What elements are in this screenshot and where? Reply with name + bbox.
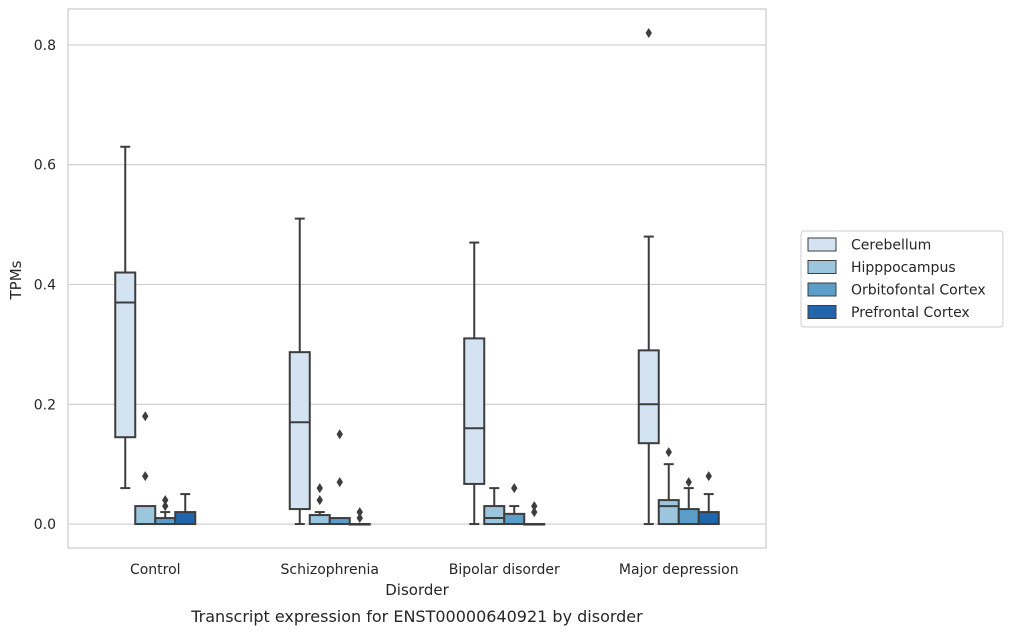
x-tick-label: Major depression	[619, 562, 739, 578]
box-group	[523, 501, 546, 526]
legend-entry-label: Hipppocampus	[851, 260, 956, 276]
legend-swatch	[807, 260, 837, 274]
box	[677, 508, 700, 526]
box-group	[134, 411, 157, 526]
box-group	[348, 507, 371, 526]
outlier-point	[316, 495, 323, 506]
grid-lines	[68, 44, 766, 525]
box-group	[154, 495, 177, 526]
x-tick-labels: Control Schizophrenia Bipolar disorder Majo…	[130, 562, 739, 578]
legend-entry-label: Prefrontal Cortex	[851, 305, 970, 321]
outlier-point	[356, 507, 363, 518]
y-tick-label: 0.2	[34, 397, 56, 413]
legend-swatch	[807, 237, 837, 252]
outlier-point	[356, 513, 363, 524]
outlier-point	[142, 471, 149, 482]
box	[503, 512, 526, 526]
outlier-point	[705, 471, 712, 482]
legend-entry-label: Orbitofontal Cortex	[851, 283, 986, 299]
x-tick-label: Schizophrenia	[281, 562, 379, 578]
box-group	[463, 241, 486, 526]
box-group	[677, 477, 700, 526]
box-group	[308, 483, 331, 526]
box-group	[114, 145, 137, 490]
chart-caption: Transcript expression for ENST0000064092…	[190, 607, 643, 626]
box	[483, 505, 506, 526]
y-axis-label: TPMs	[7, 260, 25, 300]
box	[114, 271, 137, 439]
outlier-point	[531, 507, 538, 518]
outlier-point	[142, 411, 149, 422]
outlier-point	[685, 477, 692, 488]
legend-swatch	[807, 305, 837, 319]
box	[308, 514, 331, 526]
y-tick-label: 0.4	[34, 277, 56, 293]
box	[463, 337, 486, 485]
box	[174, 511, 197, 526]
box	[657, 499, 680, 526]
box-group	[697, 471, 720, 526]
y-tick-label: 0.0	[34, 517, 56, 533]
legend-items: Cerebellum Hipppocampus Orbitofontal Corte…	[807, 237, 986, 321]
box-group	[657, 447, 680, 526]
box-group	[328, 429, 351, 526]
box-group	[637, 27, 660, 526]
outlier-point	[336, 429, 343, 440]
box	[637, 349, 660, 445]
y-tick-label: 0.8	[34, 38, 56, 54]
box	[288, 351, 311, 511]
legend: Cerebellum Hipppocampus Orbitofontal Corte…	[800, 230, 1004, 328]
outlier-point	[316, 483, 323, 494]
outlier-point	[531, 501, 538, 512]
x-tick-label: Control	[130, 562, 181, 578]
box-group	[174, 493, 197, 526]
outlier-point	[336, 477, 343, 488]
x-axis-label: Disorder	[385, 581, 449, 599]
legend-swatch	[807, 282, 837, 297]
box	[697, 511, 720, 526]
x-tick-label: Bipolar disorder	[449, 562, 560, 578]
box-group	[503, 483, 526, 526]
box	[134, 505, 157, 526]
outlier-point	[665, 447, 672, 458]
box-group	[483, 487, 506, 526]
box-group	[288, 217, 311, 526]
plot-frame	[67, 8, 767, 549]
outlier-point	[645, 27, 652, 38]
outlier-point	[162, 501, 169, 512]
box-series-layer	[114, 27, 720, 526]
outlier-point	[511, 483, 518, 494]
legend-entry-label: Cerebellum	[851, 238, 931, 254]
y-tick-label: 0.6	[34, 158, 56, 174]
legend-frame	[800, 230, 1004, 328]
y-tick-labels: 0.0 0.2 0.4 0.6 0.8	[34, 38, 56, 533]
outlier-point	[162, 495, 169, 506]
